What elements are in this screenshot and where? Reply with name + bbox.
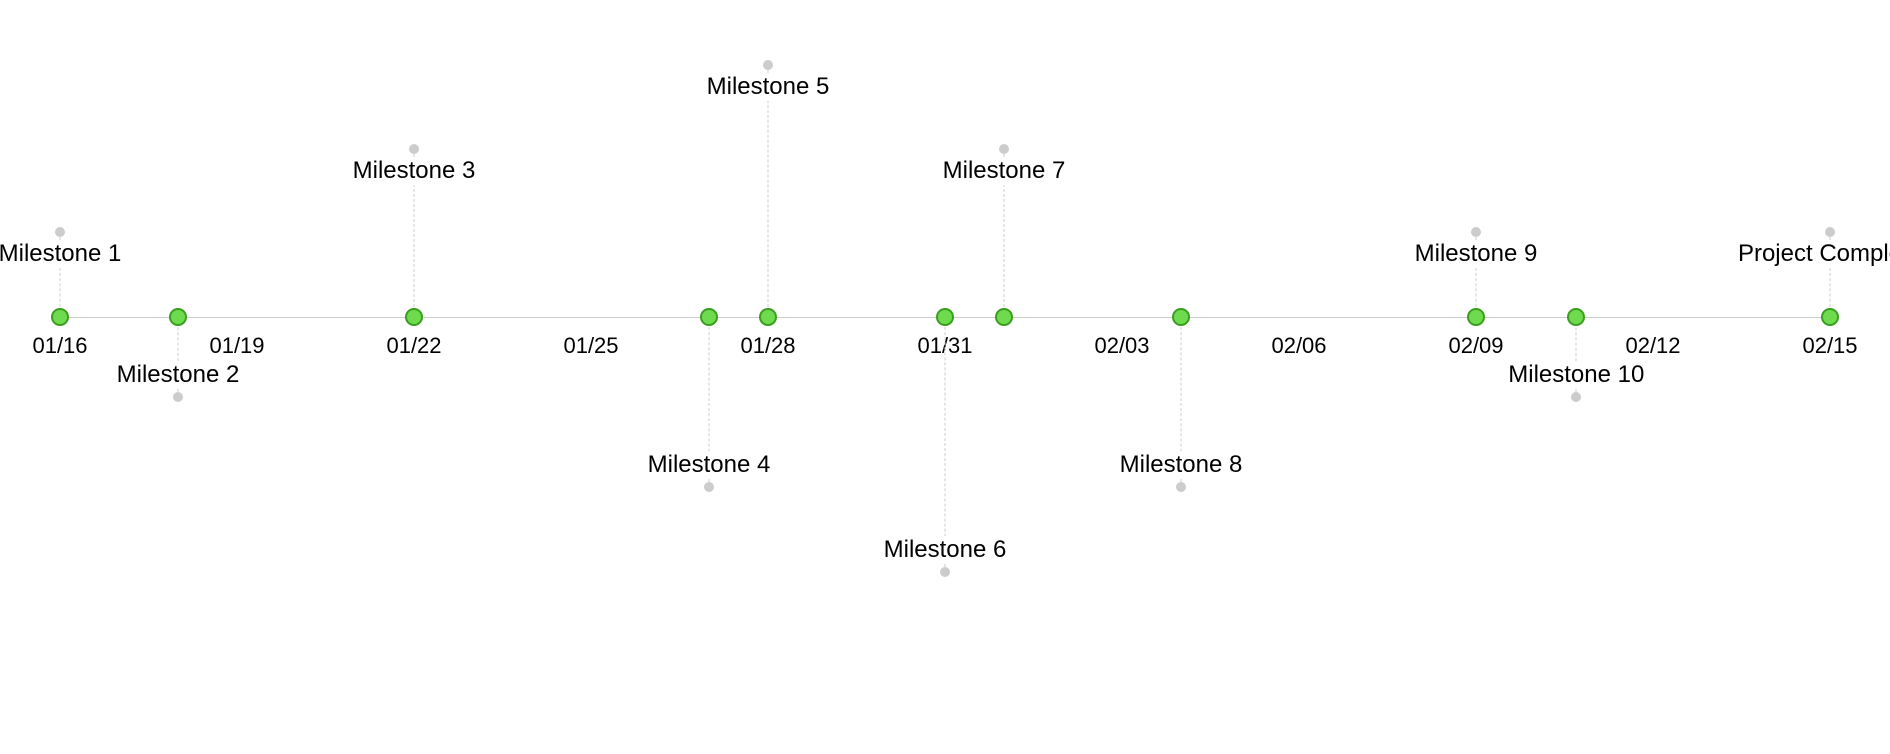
milestone-dot bbox=[700, 308, 718, 326]
axis-tick-label: 02/12 bbox=[1625, 333, 1680, 359]
axis-tick-label: 01/28 bbox=[740, 333, 795, 359]
milestone-dot bbox=[1467, 308, 1485, 326]
milestone-timeline: 01/1601/1901/2201/2501/2801/3102/0302/06… bbox=[0, 0, 1890, 754]
milestone-end-dot bbox=[173, 392, 183, 402]
axis-tick-label: 02/03 bbox=[1094, 333, 1149, 359]
axis-tick-label: 01/25 bbox=[563, 333, 618, 359]
milestone-dot bbox=[51, 308, 69, 326]
milestone-label: Milestone 7 bbox=[937, 157, 1072, 185]
milestone-end-dot bbox=[1176, 482, 1186, 492]
milestone-end-dot bbox=[55, 227, 65, 237]
milestone-dot bbox=[936, 308, 954, 326]
milestone-dot bbox=[405, 308, 423, 326]
axis-tick-label: 01/22 bbox=[386, 333, 441, 359]
axis-tick-label: 02/15 bbox=[1802, 333, 1857, 359]
milestone-dot bbox=[1567, 308, 1585, 326]
milestone-connector bbox=[768, 65, 769, 317]
milestone-end-dot bbox=[999, 144, 1009, 154]
milestone-end-dot bbox=[1825, 227, 1835, 237]
milestone-label: Milestone 3 bbox=[347, 157, 482, 185]
milestone-label: Milestone 9 bbox=[1409, 240, 1544, 268]
milestone-label: Milestone 6 bbox=[878, 536, 1013, 564]
milestone-end-dot bbox=[1571, 392, 1581, 402]
milestone-dot bbox=[169, 308, 187, 326]
milestone-end-dot bbox=[1471, 227, 1481, 237]
milestone-dot bbox=[1821, 308, 1839, 326]
milestone-end-dot bbox=[940, 567, 950, 577]
milestone-end-dot bbox=[704, 482, 714, 492]
milestone-label: Milestone 1 bbox=[0, 240, 127, 268]
axis-tick-label: 01/19 bbox=[209, 333, 264, 359]
milestone-end-dot bbox=[409, 144, 419, 154]
milestone-label: Milestone 10 bbox=[1502, 361, 1650, 389]
axis-tick-label: 02/09 bbox=[1448, 333, 1503, 359]
milestone-connector bbox=[945, 317, 946, 572]
milestone-label: Milestone 8 bbox=[1114, 451, 1249, 479]
milestone-label: Milestone 2 bbox=[111, 361, 246, 389]
milestone-dot bbox=[1172, 308, 1190, 326]
milestone-dot bbox=[759, 308, 777, 326]
milestone-label: Milestone 4 bbox=[642, 451, 777, 479]
milestone-label: Milestone 5 bbox=[701, 73, 836, 101]
milestone-label: Project Complete bbox=[1732, 240, 1890, 268]
milestone-end-dot bbox=[763, 60, 773, 70]
axis-tick-label: 01/16 bbox=[32, 333, 87, 359]
milestone-dot bbox=[995, 308, 1013, 326]
axis-tick-label: 02/06 bbox=[1271, 333, 1326, 359]
